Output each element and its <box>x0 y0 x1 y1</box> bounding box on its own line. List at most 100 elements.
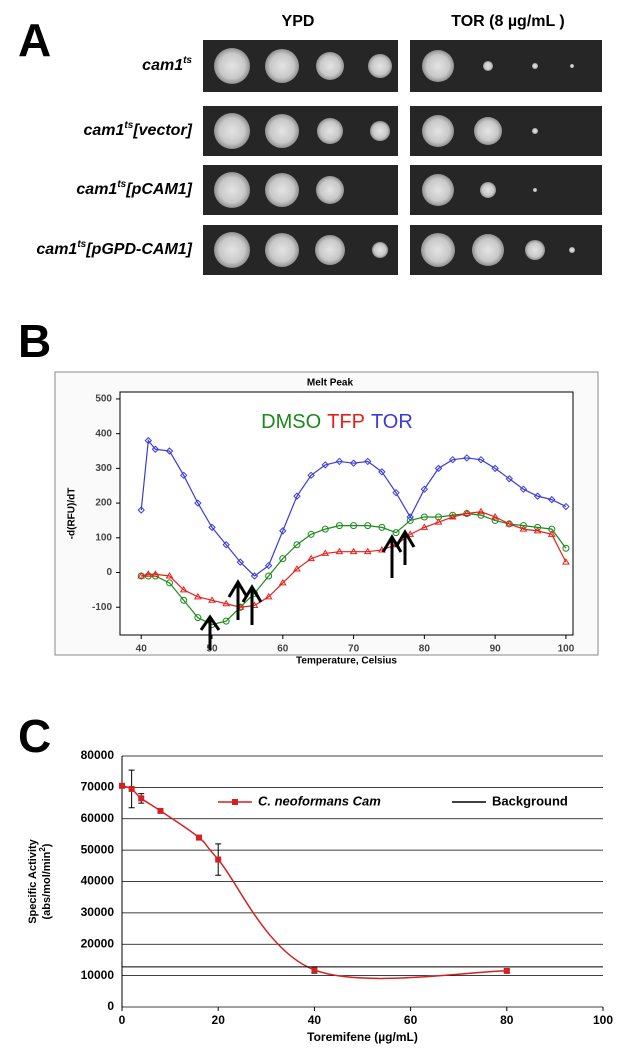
point <box>307 471 315 480</box>
text-part: cam1 <box>76 181 117 198</box>
y-tick-label: -100 <box>92 602 112 613</box>
point <box>215 856 222 863</box>
y-tick-label: 0 <box>106 567 112 578</box>
point <box>562 544 570 552</box>
colony-spot <box>422 174 454 206</box>
colony-spot <box>532 128 538 134</box>
point <box>157 807 164 814</box>
text-part: [pCAM1] <box>125 181 192 198</box>
y-axis-label: -d(RFU)/dT <box>67 488 78 540</box>
point <box>392 488 400 497</box>
point <box>491 512 500 520</box>
point <box>406 530 415 537</box>
point <box>236 558 245 566</box>
point <box>194 499 202 507</box>
colony-spot <box>422 50 454 82</box>
x-tick-label: 80 <box>500 1013 514 1027</box>
point <box>533 492 542 500</box>
colony-spot <box>533 188 537 192</box>
colony-spot <box>372 242 388 258</box>
point <box>505 519 514 527</box>
column-header: YPD <box>282 13 315 30</box>
text-part: DMSO <box>261 411 321 433</box>
x-axis-label: Toremifene (µg/mL) <box>307 1030 418 1044</box>
point <box>250 572 259 580</box>
point <box>307 530 315 538</box>
arrows <box>199 529 416 650</box>
chart-title: Melt Peak <box>307 378 354 389</box>
point <box>364 457 372 466</box>
y-tick-label: 70000 <box>81 780 115 794</box>
colony-spot <box>532 63 538 69</box>
legend-label: C. neoformans Cam <box>258 793 381 808</box>
strain-label: cam1ts <box>142 55 192 75</box>
point <box>448 455 457 464</box>
point <box>420 513 428 521</box>
colony-spot <box>265 173 299 207</box>
point <box>463 454 471 462</box>
y-tick-label: 300 <box>95 463 112 474</box>
colony-spot <box>316 176 344 204</box>
point <box>279 555 287 563</box>
x-tick-label: 90 <box>490 644 502 655</box>
point <box>293 541 301 549</box>
text-part: cam1 <box>142 57 183 74</box>
y-tick-label: 80000 <box>81 748 115 762</box>
point <box>264 592 273 600</box>
x-tick-label: 60 <box>404 1013 418 1027</box>
point <box>311 966 318 973</box>
x-axis-label: Temperature, Celsius <box>296 656 397 667</box>
colony-spot <box>214 172 250 208</box>
point <box>547 530 556 537</box>
x-tick-label: 70 <box>348 644 360 655</box>
point <box>420 485 429 493</box>
strain-label: cam1ts[vector] <box>83 120 192 140</box>
y-tick-label: 400 <box>95 428 112 439</box>
point <box>144 570 153 577</box>
colony-spot <box>214 48 250 84</box>
text-part: ts <box>183 55 192 66</box>
y-tick-label: 30000 <box>81 905 115 919</box>
y-tick-label: 60000 <box>81 811 115 825</box>
text-part: ts <box>117 179 126 190</box>
point <box>307 554 315 562</box>
colony-spot <box>265 49 299 83</box>
point <box>265 572 273 580</box>
column-header: TOR (8 µg/mL ) <box>451 13 565 30</box>
panel-label: C <box>18 710 51 762</box>
strain-label: cam1ts[pCAM1] <box>76 179 192 199</box>
point <box>222 599 231 607</box>
point <box>420 523 429 530</box>
colony-spot <box>317 118 343 144</box>
point <box>179 471 188 480</box>
point <box>137 572 146 579</box>
point <box>406 513 414 521</box>
x-tick-label: 100 <box>593 1013 613 1027</box>
colony-spot <box>421 233 455 267</box>
point <box>519 485 528 493</box>
point <box>562 558 570 565</box>
point <box>321 461 329 469</box>
point <box>208 596 216 603</box>
point <box>335 522 343 530</box>
text-part: (abs/mol/min <box>41 851 53 919</box>
point <box>195 834 202 841</box>
point <box>350 522 358 530</box>
point <box>138 795 145 802</box>
text-part: cam1 <box>83 122 124 139</box>
colony-spot <box>483 61 493 71</box>
text-part: ) <box>41 843 53 847</box>
point <box>434 464 443 473</box>
colony-spot <box>214 113 250 149</box>
text-part: TOR <box>371 411 413 433</box>
point <box>562 502 570 511</box>
point <box>264 561 273 570</box>
x-tick-label: 80 <box>419 644 431 655</box>
point <box>165 572 174 579</box>
point <box>533 526 542 534</box>
text-part: Specific Activity <box>27 838 39 923</box>
point <box>519 525 528 532</box>
x-tick-label: 40 <box>308 1013 322 1027</box>
point <box>222 617 230 625</box>
colony-spot <box>265 114 299 148</box>
